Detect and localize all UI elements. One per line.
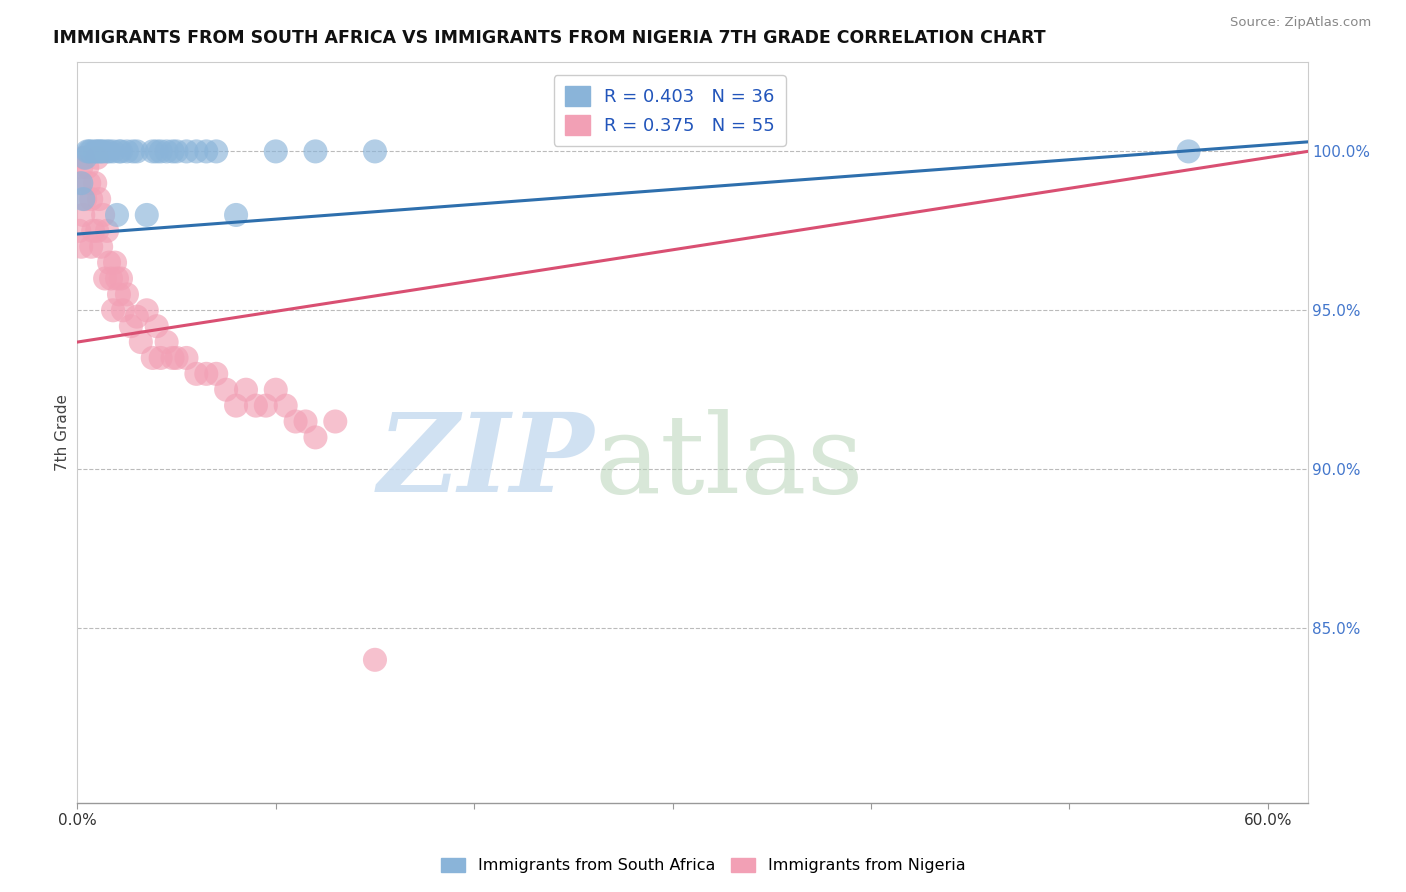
Point (84, 176, 107, 190)
Point (115, 145, 138, 159)
Point (145, 319, 167, 334)
Point (101, 303, 124, 318)
Point (245, 399, 267, 413)
Point (264, 145, 287, 159)
Point (156, 334, 179, 349)
Point (225, 399, 247, 413)
Y-axis label: 7th Grade: 7th Grade (55, 394, 70, 471)
Point (304, 145, 326, 159)
Point (254, 399, 277, 413)
Point (162, 145, 184, 159)
Point (108, 145, 131, 159)
Point (264, 383, 287, 397)
Point (186, 145, 208, 159)
Point (72, 151, 94, 165)
Point (364, 653, 387, 667)
Point (80, 192, 103, 206)
Point (149, 145, 172, 159)
Legend: Immigrants from South Africa, Immigrants from Nigeria: Immigrants from South Africa, Immigrants… (434, 851, 972, 880)
Point (195, 367, 218, 381)
Point (225, 208, 247, 222)
Point (162, 351, 184, 365)
Point (82, 224, 104, 238)
Point (98, 255, 121, 269)
Point (86, 145, 108, 159)
Point (115, 287, 138, 301)
Point (96, 224, 118, 238)
Point (176, 351, 198, 365)
Point (91, 208, 114, 222)
Point (89, 192, 111, 206)
Point (125, 145, 148, 159)
Point (94, 271, 117, 285)
Point (135, 208, 157, 222)
Point (176, 145, 198, 159)
Point (105, 208, 128, 222)
Point (70, 161, 93, 175)
Point (90, 240, 112, 254)
Legend: R = 0.403   N = 36, R = 0.375   N = 55: R = 0.403 N = 36, R = 0.375 N = 55 (554, 75, 786, 145)
Point (67, 224, 90, 238)
Point (105, 271, 128, 285)
Point (205, 367, 228, 381)
Point (90, 145, 112, 159)
Point (205, 145, 228, 159)
Point (125, 310, 148, 324)
Point (67, 176, 90, 190)
Point (122, 145, 145, 159)
Point (80, 145, 103, 159)
Point (142, 145, 165, 159)
Point (364, 145, 387, 159)
Point (104, 255, 127, 269)
Point (323, 415, 346, 429)
Text: Source: ZipAtlas.com: Source: ZipAtlas.com (1230, 16, 1371, 29)
Point (98, 145, 121, 159)
Point (86, 151, 108, 165)
Point (70, 240, 93, 254)
Point (145, 145, 167, 159)
Text: ZIP: ZIP (377, 409, 595, 516)
Point (76, 145, 98, 159)
Point (274, 399, 297, 413)
Point (75, 192, 97, 206)
Point (110, 271, 132, 285)
Text: IMMIGRANTS FROM SOUTH AFRICA VS IMMIGRANTS FROM NIGERIA 7TH GRADE CORRELATION CH: IMMIGRANTS FROM SOUTH AFRICA VS IMMIGRAN… (53, 29, 1046, 46)
Point (91, 145, 114, 159)
Point (304, 430, 326, 444)
Point (294, 415, 316, 429)
Point (84, 145, 107, 159)
Point (75, 151, 97, 165)
Point (284, 415, 307, 429)
Point (1177, 145, 1199, 159)
Point (77, 145, 100, 159)
Point (135, 303, 157, 318)
Point (120, 319, 142, 334)
Point (215, 383, 238, 397)
Point (80, 240, 103, 254)
Point (235, 383, 257, 397)
Point (111, 303, 134, 318)
Point (72, 192, 94, 206)
Point (89, 145, 111, 159)
Point (86, 224, 108, 238)
Point (72, 208, 94, 222)
Point (195, 145, 218, 159)
Point (108, 287, 131, 301)
Point (77, 176, 100, 190)
Point (76, 161, 98, 175)
Point (129, 334, 152, 349)
Point (100, 271, 122, 285)
Point (96, 145, 118, 159)
Point (156, 145, 179, 159)
Text: atlas: atlas (595, 409, 863, 516)
Point (142, 351, 165, 365)
Point (70, 176, 93, 190)
Point (166, 351, 188, 365)
Point (166, 145, 188, 159)
Point (110, 145, 132, 159)
Point (186, 367, 208, 381)
Point (101, 145, 124, 159)
Point (149, 351, 172, 365)
